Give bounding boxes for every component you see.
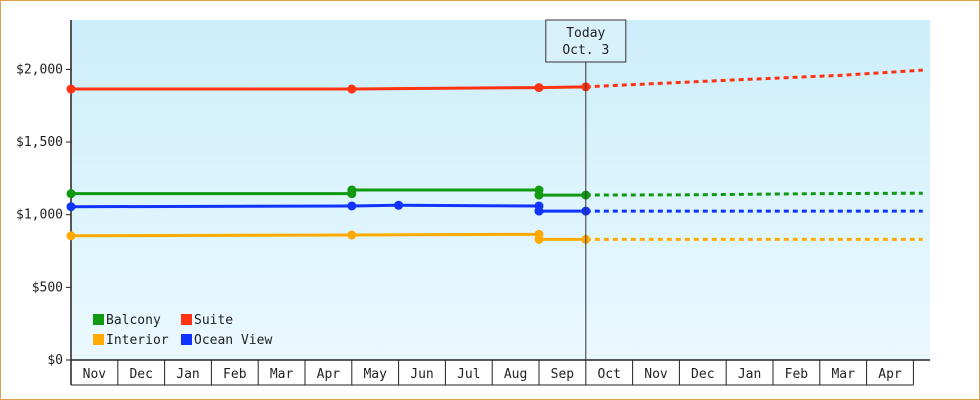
today-date-label: Oct. 3 <box>562 43 609 58</box>
x-tick-label-mar: Mar <box>831 367 855 382</box>
legend-label-balcony: Balcony <box>106 313 161 328</box>
today-label: Today <box>566 26 605 41</box>
series-line-suite <box>71 85 586 91</box>
x-tick-label-jan: Jan <box>176 367 199 382</box>
x-tick-label-feb: Feb <box>223 367 247 382</box>
data-point-suite[interactable] <box>347 84 357 94</box>
x-tick-label-jan: Jan <box>738 367 761 382</box>
x-tick-label-apr: Apr <box>878 367 902 382</box>
legend-label-suite: Suite <box>194 313 233 328</box>
x-tick-label-dec: Dec <box>691 367 714 382</box>
data-point-balcony[interactable] <box>66 189 76 199</box>
data-point-balcony[interactable] <box>347 185 357 195</box>
data-point-suite[interactable] <box>66 84 76 94</box>
series-line-balcony <box>71 188 586 197</box>
x-tick-label-nov: Nov <box>83 367 107 382</box>
legend-label-ocean-view: Ocean View <box>194 333 272 348</box>
legend-swatch-ocean-view <box>181 334 192 345</box>
x-tick-label-aug: Aug <box>504 367 527 382</box>
legend-swatch-suite <box>181 314 192 325</box>
x-tick-label-sep: Sep <box>551 367 575 382</box>
legend-swatch-interior <box>93 334 104 345</box>
y-tick-label: $0 <box>47 353 63 368</box>
x-tick-label-jun: Jun <box>410 367 433 382</box>
x-tick-label-dec: Dec <box>129 367 152 382</box>
y-tick-label: $2,000 <box>16 62 63 77</box>
data-point-ocean-view[interactable] <box>66 202 76 212</box>
series-forecast-suite <box>585 68 923 89</box>
y-tick-label: $1,000 <box>16 208 63 223</box>
data-point-balcony[interactable] <box>534 190 544 200</box>
legend-swatch-balcony <box>93 314 104 325</box>
x-tick-label-feb: Feb <box>785 367 809 382</box>
data-point-interior[interactable] <box>66 231 76 241</box>
data-point-ocean-view[interactable] <box>347 201 357 211</box>
x-tick-label-apr: Apr <box>317 367 341 382</box>
x-tick-label-jul: Jul <box>457 367 480 382</box>
data-point-interior[interactable] <box>347 230 357 240</box>
data-point-ocean-view[interactable] <box>394 200 404 210</box>
y-tick-label: $500 <box>32 280 63 295</box>
x-tick-label-nov: Nov <box>644 367 668 382</box>
data-point-suite[interactable] <box>534 83 544 93</box>
today-box <box>545 19 627 63</box>
x-tick-label-mar: Mar <box>270 367 294 382</box>
series-line-ocean-view <box>70 203 586 213</box>
x-tick-label-oct: Oct <box>597 367 620 382</box>
y-tick-label: $1,500 <box>16 135 63 150</box>
legend-label-interior: Interior <box>106 333 169 348</box>
data-point-ocean-view[interactable] <box>534 206 544 216</box>
data-point-interior[interactable] <box>534 234 544 244</box>
x-tick-label-may: May <box>363 367 387 382</box>
